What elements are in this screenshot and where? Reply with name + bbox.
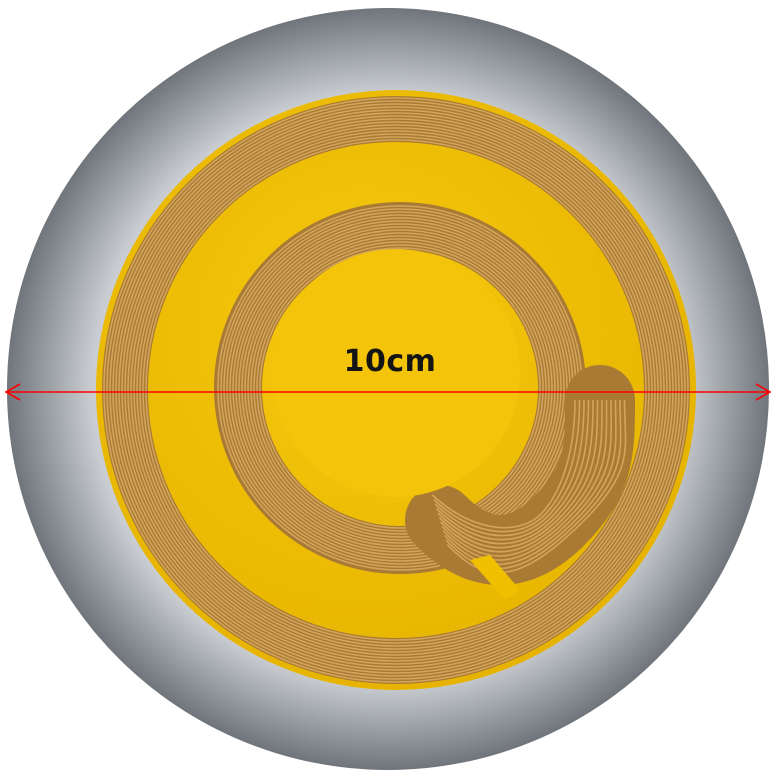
copper-trace <box>232 220 568 556</box>
dimension-label: 10cm <box>343 344 437 379</box>
copper-trace <box>112 106 680 674</box>
copper-trace <box>121 115 671 665</box>
copper-trace <box>127 121 665 659</box>
copper-trace <box>136 130 656 650</box>
copper-trace <box>244 232 556 544</box>
copper-trace <box>133 127 659 653</box>
copper-trace <box>115 109 677 671</box>
copper-trace <box>145 139 647 641</box>
copper-trace <box>247 235 553 541</box>
copper-trace <box>238 226 562 550</box>
copper-trace <box>106 100 686 680</box>
copper-trace <box>241 229 559 547</box>
copper-trace <box>256 244 544 532</box>
copper-trace <box>235 223 565 553</box>
lead-trace <box>431 399 576 529</box>
lead-trace <box>437 399 594 545</box>
copper-trace <box>139 133 653 647</box>
lead-trace <box>433 399 581 533</box>
lead-trace <box>442 399 612 561</box>
double-arrow-icon <box>4 383 21 401</box>
lead-trace <box>438 399 599 549</box>
copper-trace <box>109 103 683 677</box>
copper-trace <box>103 97 689 683</box>
dimension-line <box>4 383 772 401</box>
lead-trace <box>441 399 608 557</box>
lead-trace <box>434 399 585 537</box>
copper-trace <box>142 136 650 644</box>
copper-trace <box>124 118 668 662</box>
lead-trace <box>440 399 603 553</box>
lead-trace <box>435 399 590 541</box>
copper-trace <box>130 124 662 656</box>
coil-traces <box>102 96 690 684</box>
copper-trace <box>253 241 547 535</box>
copper-trace <box>118 112 674 668</box>
copper-trace <box>259 247 541 529</box>
copper-trace <box>250 238 550 538</box>
center-pad <box>272 249 520 497</box>
